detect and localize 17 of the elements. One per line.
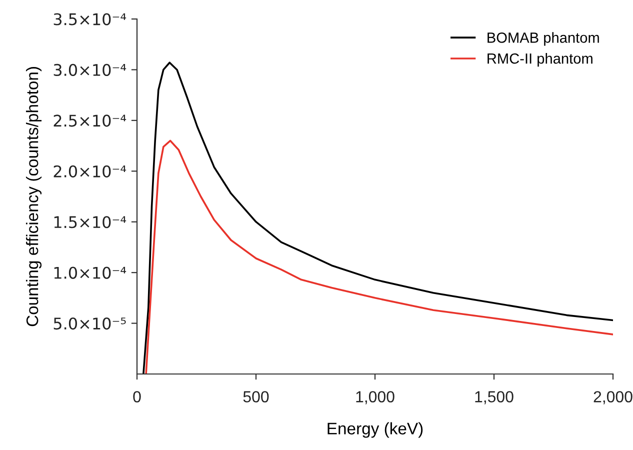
y-tick-label: 3.0×10⁻⁴: [54, 64, 126, 76]
line-series: [145, 140, 613, 374]
x-axis-title: Energy (keV): [328, 422, 423, 438]
legend-label: BOMAB phantom: [488, 32, 599, 46]
y-tick-label: 3.5×10⁻⁴: [54, 13, 126, 26]
x-tick-label: 1,000: [356, 391, 394, 404]
x-tick-label: 500: [243, 391, 269, 402]
y-tick-label: 5.0×10⁻⁵: [54, 318, 126, 330]
y-tick-label: 2.0×10⁻⁴: [54, 165, 126, 178]
y-tick-label: 1.0×10⁻⁴: [54, 266, 126, 279]
y-tick-label: 2.5×10⁻⁴: [54, 114, 126, 127]
legend-label: RMC-II phantom: [488, 53, 592, 67]
x-tick-label: 0: [133, 391, 141, 402]
y-tick-label: 1.5×10⁻⁴: [54, 216, 126, 228]
x-tick-label: 1,500: [475, 391, 514, 404]
y-axis-title: Counting efficiency (counts/photon): [26, 67, 42, 326]
x-tick-label: 2,000: [594, 391, 632, 404]
